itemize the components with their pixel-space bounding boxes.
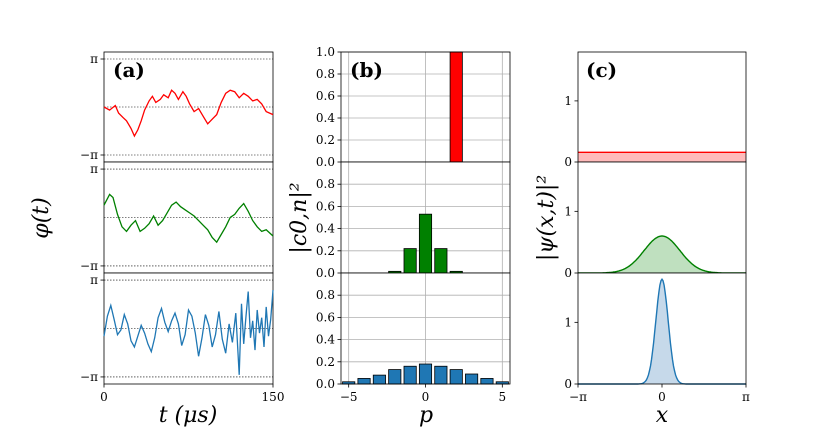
panel-b-bar-bottom-2 <box>372 374 386 385</box>
panel-b-ylabel: |c0,n|² <box>287 182 312 253</box>
panel-a-xtick-label-1: 150 <box>262 390 285 404</box>
panel-c-area-top <box>578 152 746 162</box>
panel-a-label: (a) <box>113 58 145 82</box>
panel-b-bar-bottom-6 <box>434 365 448 385</box>
panel-a-series-bottom <box>103 289 274 375</box>
panel-a: π−π π−π π−π0 150 (a) φ(t) t (μs) <box>29 51 285 428</box>
panel-c-xlabel: x <box>656 403 669 428</box>
panel-b-ytick-label-top-2: 0.4 <box>316 111 335 125</box>
panel-b-ytick-label-middle-3: 0.6 <box>316 199 335 213</box>
panel-b-bar-bottom-8 <box>465 373 479 385</box>
panel-a-ytick-label-top-1: −π <box>80 148 98 162</box>
panel-a-ytick-label-bottom-0: π <box>90 273 98 287</box>
panel-a-subplot-bottom: π −π0 150 <box>80 272 285 404</box>
panel-c-bg-top <box>578 52 746 162</box>
panel-c-xtick-label-0: −π <box>569 390 587 404</box>
panel-b-ytick-label-bottom-4: 0.8 <box>316 288 335 302</box>
panel-b-bar-top-0 <box>449 51 463 163</box>
panel-c-ytick-label-top-1: 1 <box>564 94 572 108</box>
panel-c-ytick-label-bottom-1: 1 <box>564 315 572 329</box>
panel-b-bar-bottom-7 <box>449 369 463 385</box>
panel-b-ytick-label-middle-1: 0.2 <box>316 244 335 258</box>
panel-a-xtick-label-0: 0 <box>100 390 108 404</box>
panel-a-ytick-label-bottom-1: −π <box>80 370 98 384</box>
panel-b-bar-bottom-1 <box>357 378 371 385</box>
panel-b: 0.00.20.40.60.81.0 0.00.20.40.60.8 0.00.… <box>287 45 511 428</box>
panel-b-subplot-top: 0.0 0.2 0.4 0.6 0.8 1.0 <box>316 45 511 169</box>
panel-b-xtick-label-0: −5 <box>340 390 358 404</box>
panel-a-xlabel: t (μs) <box>159 403 218 428</box>
panel-a-ytick-label-middle-0: π <box>90 162 98 176</box>
panel-c-label: (c) <box>586 58 617 82</box>
panel-c-area-middle <box>578 236 746 273</box>
panel-b-bar-bottom-3 <box>388 369 402 385</box>
panel-c-subplot-top: 01 <box>564 51 747 169</box>
panel-b-bar-middle-2 <box>418 213 433 274</box>
panel-b-bar-middle-1 <box>403 248 417 274</box>
panel-b-ytick-label-top-0: 0.0 <box>316 155 335 169</box>
panel-b-subplot-middle: 0.0 0.2 0.4 0.6 0.8 <box>316 161 511 280</box>
panel-a-subplot-top: π −π <box>80 51 274 163</box>
panel-b-ytick-label-bottom-3: 0.6 <box>316 310 335 324</box>
panel-a-subplot-middle: π −π <box>80 161 274 274</box>
panel-a-ylabel: φ(t) <box>29 197 54 238</box>
panel-b-bar-middle-3 <box>434 248 448 274</box>
panel-b-ytick-label-middle-4: 0.8 <box>316 177 335 191</box>
panel-b-bar-bottom-5 <box>418 363 433 385</box>
panel-c-subplot-bottom: 01−π 0 π <box>564 272 750 404</box>
panel-c: 01 01 01−π 0 π (c) |ψ(x,t)|² x <box>534 51 750 428</box>
panel-b-ytick-label-bottom-2: 0.4 <box>316 333 335 347</box>
panel-c-xtick-label-1: 0 <box>658 390 666 404</box>
panel-b-ytick-label-top-5: 1.0 <box>316 45 335 59</box>
panel-b-ytick-label-middle-0: 0.0 <box>316 266 335 280</box>
panel-b-ytick-label-middle-2: 0.4 <box>316 222 335 236</box>
panel-b-xlabel: p <box>419 403 433 428</box>
panel-c-xtick-label-2: π <box>742 390 750 404</box>
panel-b-ytick-label-top-1: 0.2 <box>316 133 335 147</box>
panel-b-xtick-label-1: 0 <box>422 390 430 404</box>
panel-a-series-middle <box>103 193 274 244</box>
panel-b-bar-bottom-9 <box>480 378 494 385</box>
panel-c-area-bottom <box>578 279 746 384</box>
panel-b-subplot-bottom: 0.0 0.2 0.4 0.6 0.8 −5 0 5 <box>316 272 511 404</box>
panel-b-xtick-label-2: 5 <box>498 390 506 404</box>
panel-c-ytick-label-middle-0: 0 <box>564 266 572 280</box>
panel-b-label: (b) <box>350 58 383 82</box>
panel-c-ylabel: |ψ(x,t)|² <box>534 175 559 261</box>
panel-b-bar-bottom-4 <box>403 365 417 385</box>
panel-c-ytick-label-middle-1: 1 <box>564 204 572 218</box>
panel-c-subplot-middle: 01 <box>564 161 747 280</box>
panel-b-ytick-label-bottom-1: 0.2 <box>316 355 335 369</box>
panel-a-series-top <box>103 89 274 138</box>
panel-a-ytick-label-top-0: π <box>90 52 98 66</box>
panel-b-ytick-label-top-4: 0.8 <box>316 67 335 81</box>
panel-b-ytick-label-bottom-0: 0.0 <box>316 377 335 391</box>
panel-c-ytick-label-top-0: 0 <box>564 155 572 169</box>
panel-a-ytick-label-middle-1: −π <box>80 259 98 273</box>
panel-c-ytick-label-bottom-0: 0 <box>564 377 572 391</box>
panel-b-ytick-label-top-3: 0.6 <box>316 89 335 103</box>
